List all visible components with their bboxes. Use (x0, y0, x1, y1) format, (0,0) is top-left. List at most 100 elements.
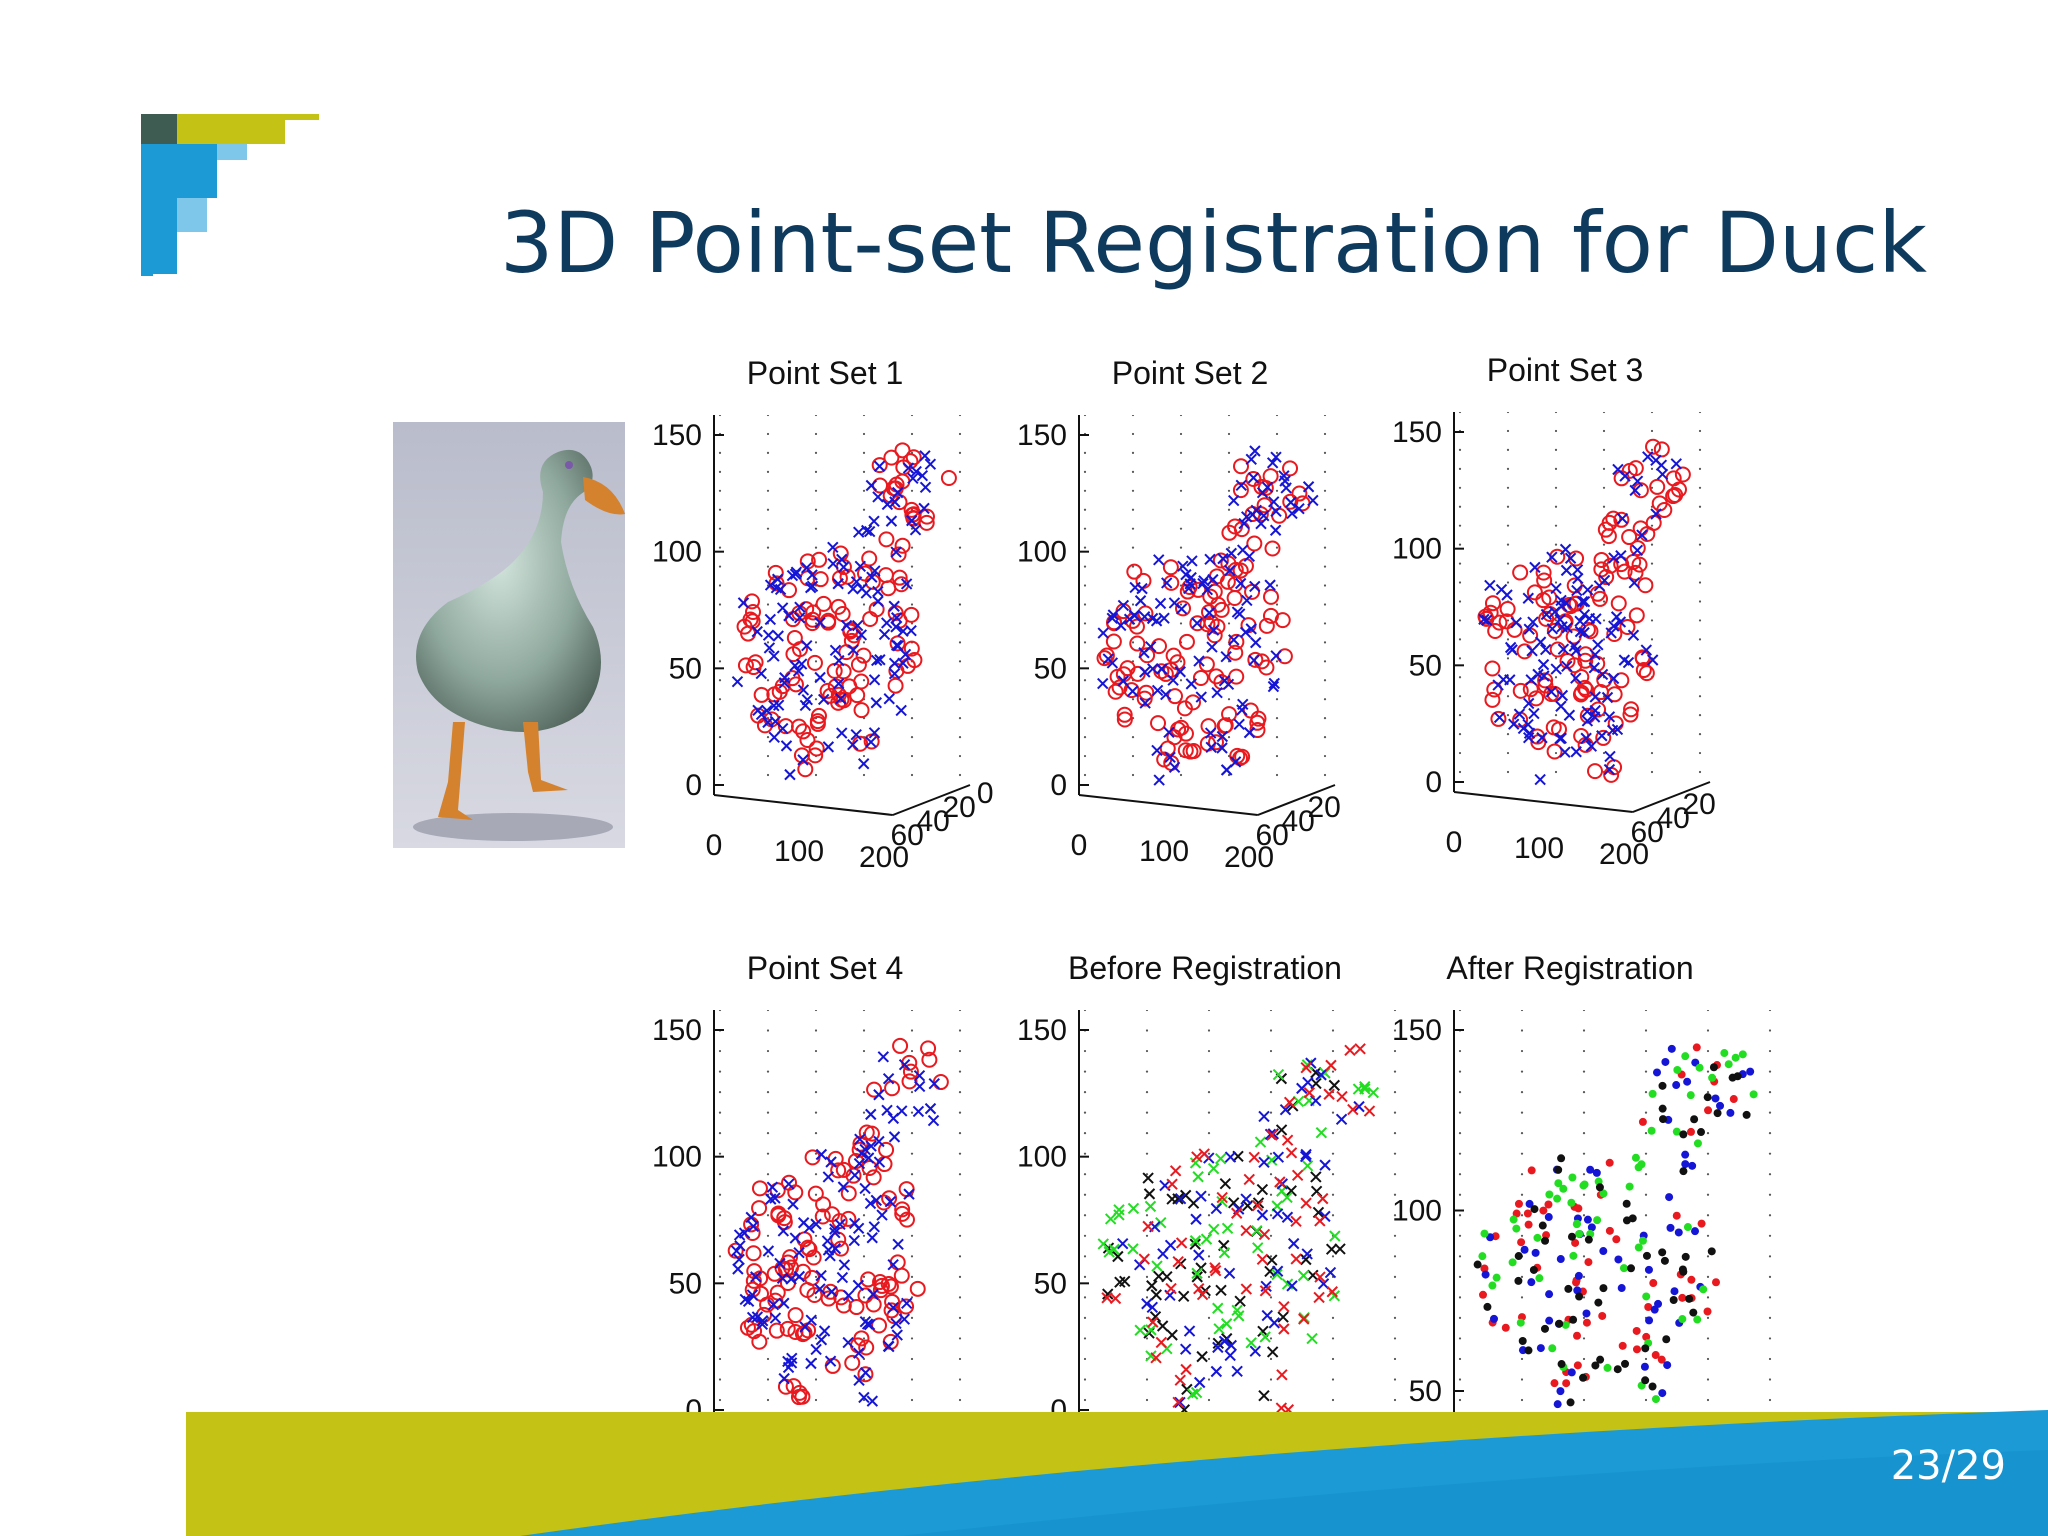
grid-dot (766, 1111, 770, 1114)
point-marker (1644, 1265, 1653, 1274)
point-marker (1262, 607, 1279, 624)
grid-dot (1179, 527, 1183, 530)
point-marker (1109, 668, 1126, 685)
x-tick-label: 100 (774, 835, 824, 868)
grid-dot (1269, 1010, 1273, 1012)
grid-dot (1331, 1010, 1335, 1012)
point-marker (1151, 744, 1163, 757)
grid-dot (1650, 448, 1654, 451)
point-marker (1480, 1264, 1489, 1273)
point-marker (1282, 493, 1299, 510)
grid-dot (1083, 1296, 1087, 1299)
point-marker (1574, 1271, 1583, 1280)
grid-dot (1275, 584, 1279, 587)
point-marker (1665, 488, 1682, 505)
point-marker (859, 1143, 871, 1156)
point-marker (785, 1357, 798, 1369)
grid-dot (1083, 565, 1087, 568)
point-marker (753, 686, 770, 703)
point-marker (1642, 1251, 1651, 1260)
grid-dot (718, 1337, 722, 1340)
point-marker (905, 449, 922, 466)
point-marker (1537, 658, 1550, 671)
point-marker (892, 1238, 904, 1251)
point-marker (1266, 457, 1279, 469)
grid-dot (1331, 1357, 1335, 1361)
point-marker (1560, 564, 1573, 577)
grid-dot (1706, 1193, 1710, 1196)
grid-dot (1393, 1214, 1397, 1217)
grid-dot (1331, 1132, 1335, 1135)
grid-dot (1768, 1337, 1772, 1340)
grid-dot (814, 508, 818, 511)
point-marker (771, 573, 784, 585)
grid-dot (910, 1049, 914, 1053)
point-marker (1147, 663, 1159, 675)
grid-dot (1706, 1234, 1710, 1237)
point-marker (766, 1181, 779, 1193)
point-marker (1481, 614, 1493, 626)
point-marker (1217, 552, 1229, 565)
point-marker (1516, 1318, 1525, 1327)
point-marker (1591, 1361, 1600, 1370)
point-marker (1563, 709, 1576, 721)
point-marker (1196, 1288, 1209, 1301)
point-marker (821, 1235, 834, 1247)
grid-dot (1393, 1378, 1397, 1381)
point-marker (1629, 484, 1641, 497)
point-marker (799, 732, 816, 749)
point-marker (1281, 1134, 1294, 1146)
point-marker (900, 1297, 913, 1310)
point-marker (756, 1315, 769, 1327)
point-marker (1566, 1398, 1575, 1407)
point-marker (1255, 517, 1267, 530)
grid-dot (1393, 1275, 1397, 1278)
point-marker (1177, 1290, 1190, 1303)
point-marker (1556, 1387, 1565, 1396)
grid-dot (766, 508, 770, 511)
point-marker (1618, 1341, 1627, 1350)
point-marker (747, 1220, 760, 1233)
point-marker (1561, 660, 1573, 672)
grid-dot (1083, 1049, 1087, 1053)
point-marker (1653, 441, 1670, 458)
point-marker (768, 650, 780, 662)
point-marker (1249, 1345, 1261, 1357)
grid-dot (1207, 1255, 1211, 1258)
point-marker (1218, 1247, 1231, 1259)
grid-dot (1323, 641, 1327, 644)
grid-dot (910, 717, 914, 720)
point-marker (847, 644, 859, 656)
point-marker (1546, 551, 1558, 563)
point-marker (811, 551, 828, 568)
point-marker (1353, 1100, 1365, 1113)
point-marker (1116, 711, 1133, 728)
grid-dot (1650, 543, 1654, 546)
point-marker (1146, 1301, 1159, 1314)
point-marker (1596, 668, 1609, 681)
point-marker (1634, 1243, 1643, 1252)
grid-dot (1582, 1398, 1586, 1402)
grid-dot (1179, 717, 1183, 720)
grid-dot (1644, 1070, 1648, 1073)
point-marker (1571, 584, 1583, 597)
grid-dot (1269, 1357, 1273, 1361)
point-marker (782, 1249, 799, 1266)
grid-dot (1520, 1296, 1524, 1299)
point-marker (1151, 684, 1164, 697)
point-marker (1642, 451, 1654, 463)
point-marker (1545, 1290, 1554, 1299)
y-tick-label: 20 (943, 791, 976, 824)
grid-dot (766, 451, 770, 454)
point-marker (1191, 617, 1203, 629)
point-marker (1650, 1305, 1659, 1314)
grid-dot (766, 1132, 770, 1135)
z-tick-label: 50 (1409, 1375, 1442, 1408)
point-marker (1670, 1287, 1679, 1296)
grid-dot (1393, 1091, 1397, 1094)
grid-dot (1554, 448, 1558, 451)
z-tick-label: 50 (669, 1267, 702, 1300)
y-axis (1632, 781, 1711, 813)
grid-dot (718, 1111, 722, 1114)
